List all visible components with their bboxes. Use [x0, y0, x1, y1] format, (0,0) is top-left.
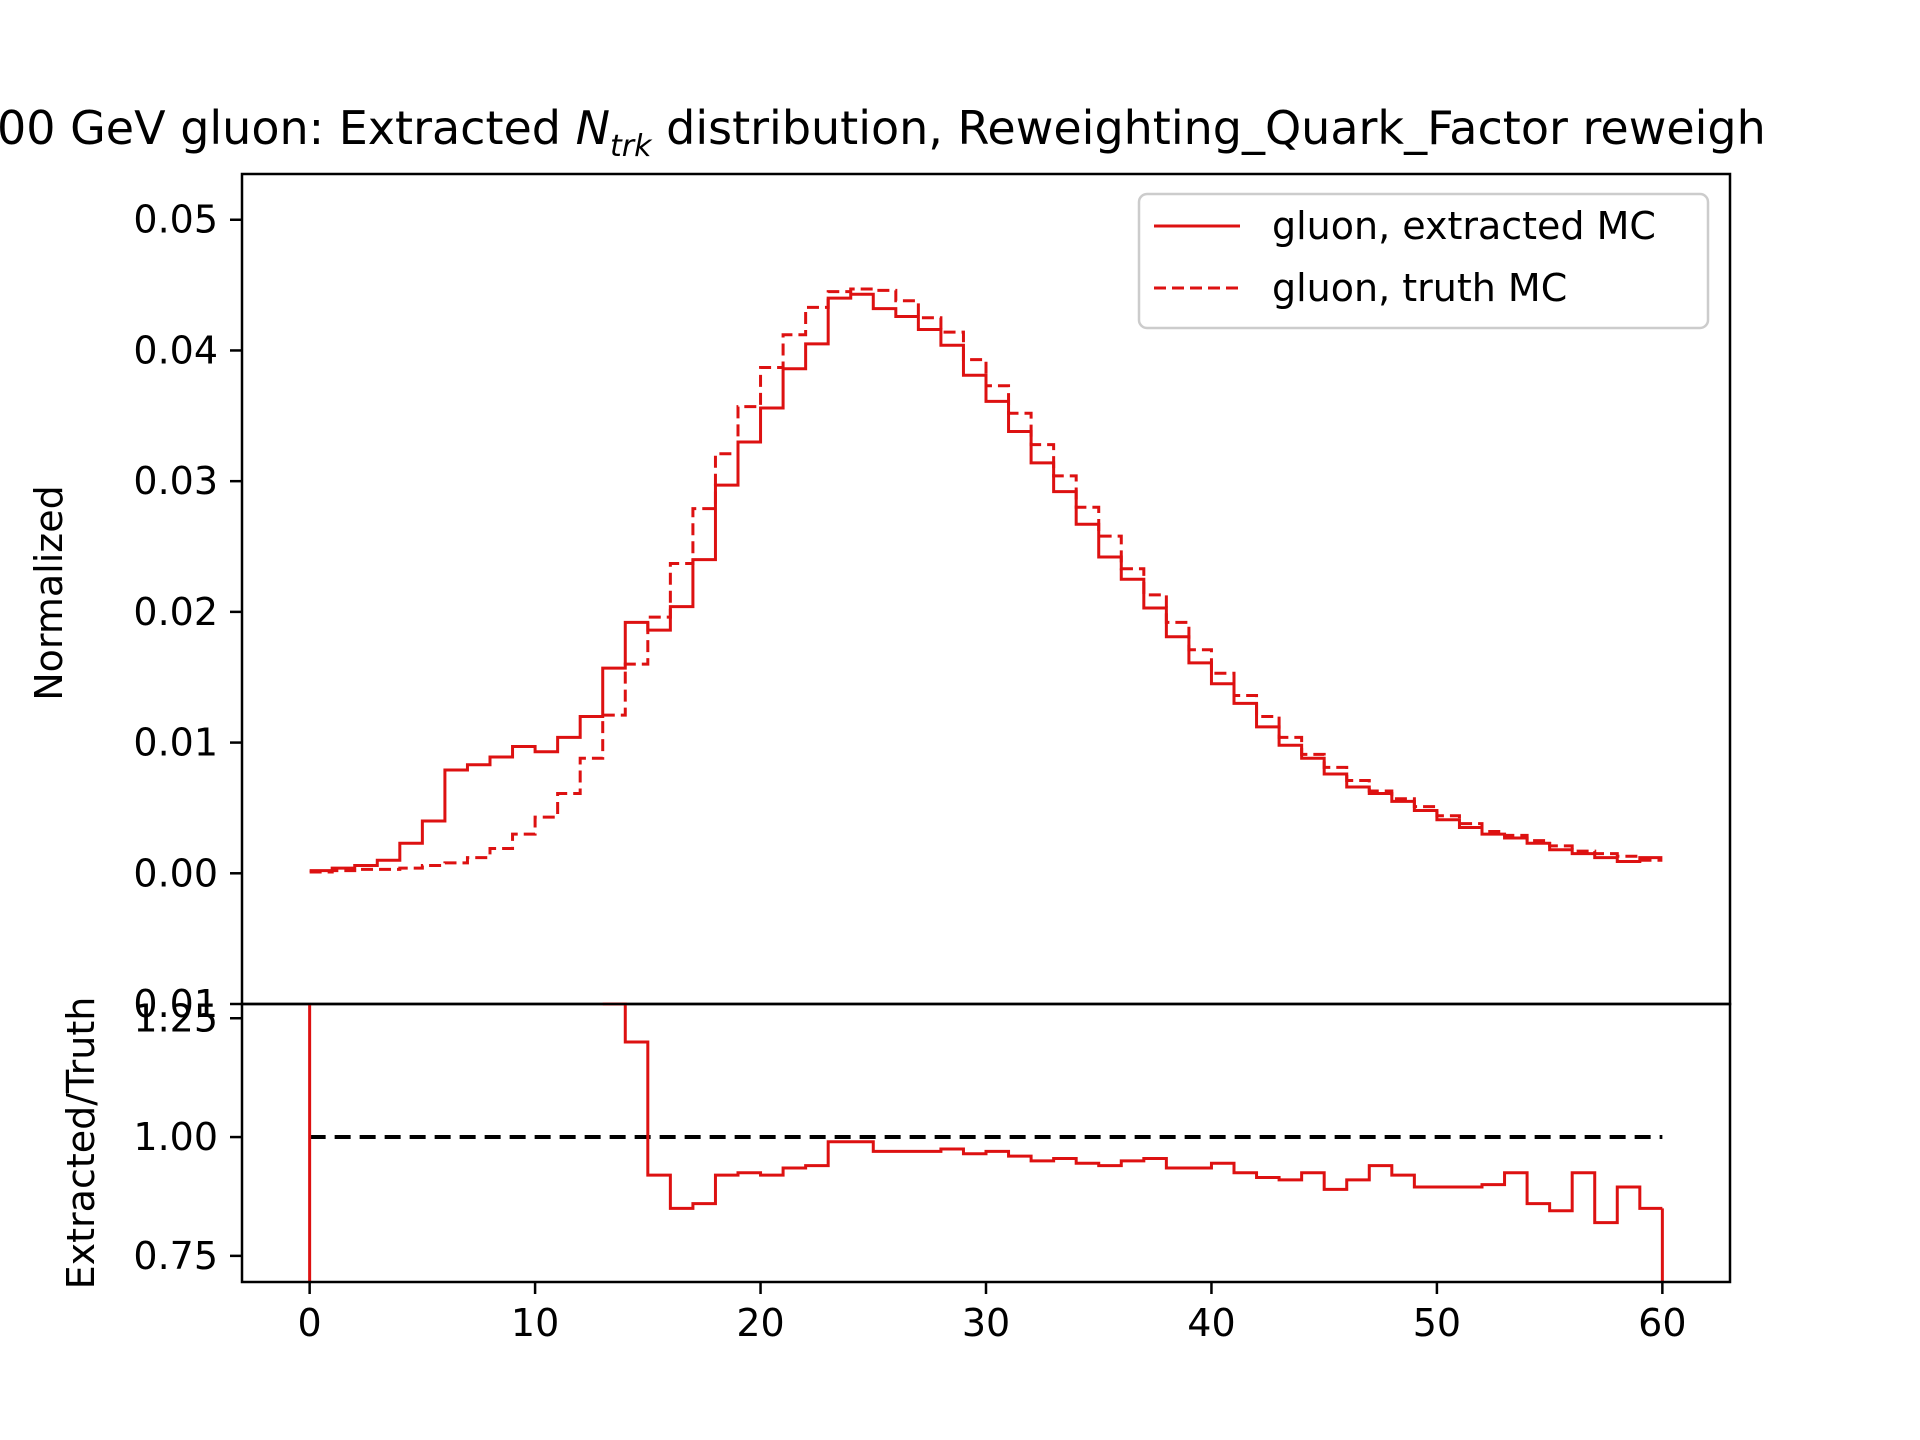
ratio-x-ticks: 0 10 20 30 40 50 60: [298, 1282, 1687, 1345]
main-y-ticks: 0.01 0.00 0.01 0.02 0.03 0.04 0.05: [133, 198, 242, 1026]
ratio-y-tick-label: 0.75: [133, 1234, 218, 1278]
title-pre: 00 GeV gluon: Extracted: [0, 101, 576, 155]
ratio-x-tick-label: 60: [1638, 1301, 1686, 1345]
title-post: distribution, Reweighting_Quark_Factor r…: [652, 101, 1766, 155]
ratio-y-ticks: 0.75 1.00 1.25: [133, 996, 242, 1278]
ratio-series-group: [308, 1002, 1664, 1282]
main-y-tick-label: 0.02: [133, 590, 218, 634]
ratio-y-axis-label: Extracted/Truth: [59, 997, 103, 1290]
ratio-y-tick-label: 1.25: [133, 996, 218, 1040]
main-y-axis-label: Normalized: [27, 485, 71, 701]
main-y-tick-label: 0.00: [133, 851, 218, 895]
legend: gluon, extracted MC gluon, truth MC: [1137, 192, 1710, 330]
ratio-x-tick-label: 0: [298, 1301, 322, 1345]
series-line-truth: [309, 287, 1663, 874]
legend-frame: [1137, 192, 1710, 330]
ratio-x-tick-label: 40: [1187, 1301, 1235, 1345]
ratio-x-tick-label: 20: [736, 1301, 784, 1345]
ratio-plot-frame: [240, 1002, 1732, 1284]
ratio-x-tick-label: 10: [511, 1301, 559, 1345]
main-y-tick-label: 0.05: [133, 198, 218, 242]
title-subscript: trk: [610, 129, 653, 164]
ratio-series-line: [602, 1002, 1663, 1225]
main-y-tick-label: 0.01: [133, 982, 218, 1026]
main-series-group: [309, 287, 1663, 874]
ratio-y-tick-label: 1.00: [133, 1115, 218, 1159]
title-symbol: N: [576, 101, 610, 155]
chart-title: 00 GeV gluon: Extracted Ntrk distributio…: [0, 101, 1766, 164]
main-y-tick-label: 0.04: [133, 328, 218, 372]
ratio-x-tick-label: 30: [962, 1301, 1010, 1345]
legend-label-extracted: gluon, extracted MC: [1272, 204, 1656, 248]
main-y-tick-label: 0.01: [133, 721, 218, 765]
main-panel: 0.01 0.00 0.01 0.02 0.03 0.04 0.05 Normalized: [27, 172, 1732, 1026]
main-y-tick-label: 0.03: [133, 459, 218, 503]
legend-label-truth: gluon, truth MC: [1272, 266, 1567, 310]
ratio-x-tick-label: 50: [1413, 1301, 1461, 1345]
ratio-panel: 0.75 1.00 1.25 0 10 20 30 40 50 60 Extracted/Tru…: [59, 996, 1732, 1345]
